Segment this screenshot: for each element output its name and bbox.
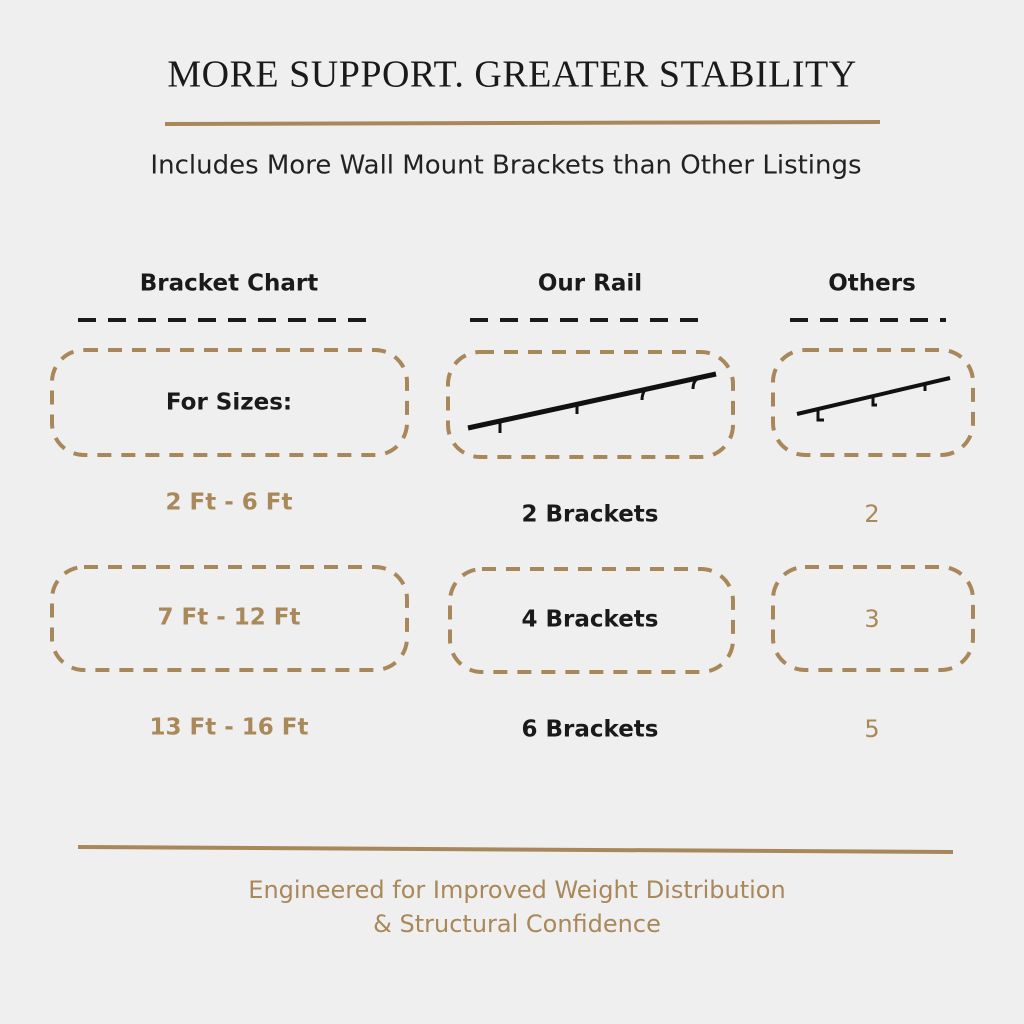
our-rail-image (467, 371, 717, 433)
our-brackets: 2 Brackets (521, 502, 658, 528)
dashed-box (50, 348, 409, 457)
other-brackets: 2 (864, 500, 879, 528)
size-range: 2 Ft - 6 Ft (166, 490, 293, 516)
footer-line: Engineered for Improved Weight Distribut… (248, 876, 785, 904)
our-brackets: 6 Brackets (521, 717, 658, 743)
column-header: Others (828, 271, 916, 297)
others-rail-image (796, 376, 951, 422)
footer-rule (77, 845, 954, 854)
title-rule (164, 120, 881, 126)
dashed-box (448, 567, 735, 674)
other-brackets: 3 (864, 605, 879, 633)
title: MORE SUPPORT. GREATER STABILITY (167, 54, 856, 96)
row-label: For Sizes: (166, 390, 292, 416)
size-range: 7 Ft - 12 Ft (158, 605, 301, 631)
column-header: Bracket Chart (140, 271, 318, 297)
size-range: 13 Ft - 16 Ft (149, 715, 308, 741)
footer-line: & Structural Confidence (373, 910, 661, 938)
dashed-box (50, 565, 409, 672)
dashed-box (771, 348, 975, 457)
subtitle: Includes More Wall Mount Brackets than O… (150, 151, 861, 181)
dashed-box (771, 565, 975, 672)
column-header: Our Rail (538, 271, 642, 297)
dashed-box (446, 350, 735, 459)
other-brackets: 5 (864, 715, 879, 743)
our-brackets: 4 Brackets (521, 607, 658, 633)
